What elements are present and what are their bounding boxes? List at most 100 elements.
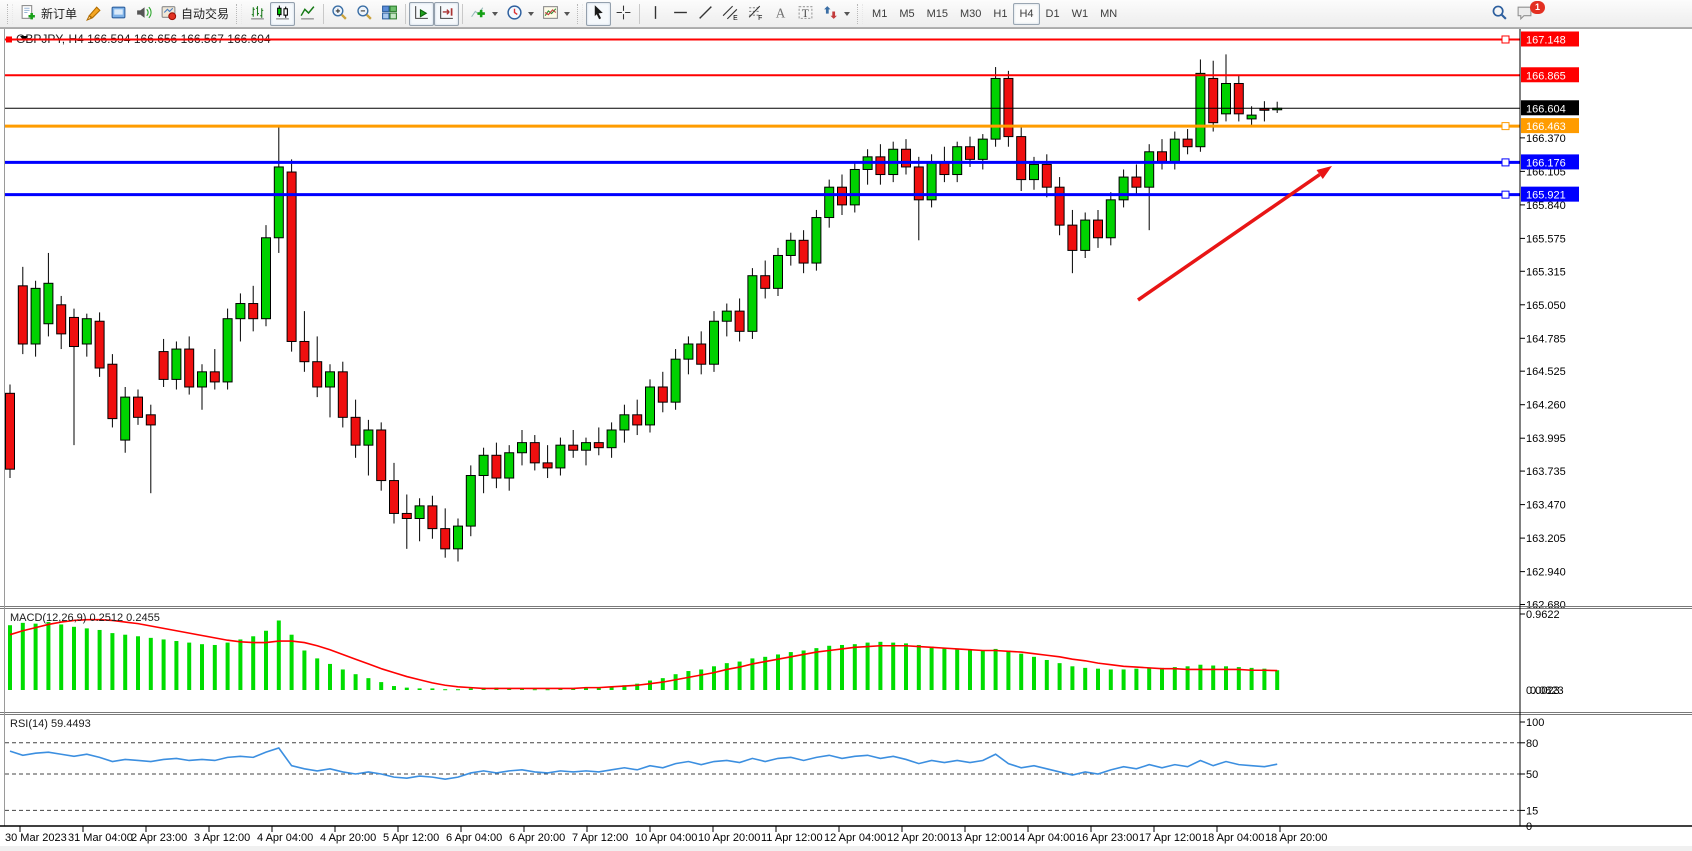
candle-up: [235, 303, 246, 320]
hline-right-handle[interactable]: [1501, 158, 1510, 167]
text-label-button[interactable]: T: [793, 2, 818, 26]
macd-histogram-bar: [532, 689, 537, 691]
templates-dropdown-caret[interactable]: [564, 11, 571, 16]
candle-down: [337, 371, 348, 418]
candle-down: [145, 414, 156, 426]
macd-histogram-bar: [1160, 667, 1164, 690]
crayon-button[interactable]: [81, 2, 106, 26]
macd-signal-line: [9, 618, 1278, 690]
price-chart[interactable]: 166.370166.105165.840165.575165.315165.0…: [0, 28, 1692, 851]
macd-histogram-bar: [622, 685, 627, 690]
hline-left-handle[interactable]: [6, 36, 12, 43]
macd-histogram-bar: [1083, 667, 1088, 690]
trendline-icon: [697, 4, 714, 24]
crosshair-button[interactable]: [611, 2, 636, 26]
macd-histogram-bar: [801, 650, 806, 690]
periods-dropdown-caret[interactable]: [528, 11, 535, 16]
macd-histogram-bar: [328, 663, 332, 690]
hline-right-handle[interactable]: [1501, 122, 1510, 131]
macd-histogram-bar: [1236, 667, 1241, 690]
candle-up: [1144, 151, 1155, 188]
indicators-dropdown-caret[interactable]: [492, 11, 499, 16]
trend-arrow[interactable]: [1137, 166, 1332, 302]
fibonacci-button[interactable]: F: [743, 2, 768, 26]
price-badge-label: 165.921: [1526, 190, 1566, 202]
macd-histogram-bar: [148, 637, 153, 690]
tab-timeframe-m1[interactable]: M1: [866, 3, 893, 25]
rsi-level-label: 80: [1526, 738, 1538, 750]
macd-histogram-bar: [72, 626, 76, 690]
line-chart-button[interactable]: [295, 2, 320, 26]
candle-down: [299, 340, 310, 363]
chart-shift-button[interactable]: [434, 1, 460, 26]
sound-button[interactable]: [131, 2, 156, 26]
equidistant-channel-button[interactable]: E: [718, 2, 743, 26]
macd-histogram-bar: [430, 688, 435, 690]
arrows-dropdown-caret[interactable]: [844, 11, 851, 16]
price-badge: [1521, 100, 1579, 116]
toolbar-separator: [462, 3, 464, 24]
candle-down: [901, 148, 911, 168]
trendline-button[interactable]: [693, 2, 718, 26]
horizontal-line-button[interactable]: [668, 2, 693, 26]
candle-down: [427, 505, 438, 530]
arrows-icon: [822, 4, 839, 24]
vertical-line-button[interactable]: [643, 2, 668, 26]
tab-timeframe-m5[interactable]: M5: [893, 3, 920, 25]
candle-down: [56, 304, 67, 335]
tab-timeframe-mn[interactable]: MN: [1094, 3, 1123, 25]
tab-timeframe-h1[interactable]: H1: [987, 3, 1013, 25]
candle-down: [248, 303, 259, 320]
candle-down: [491, 454, 502, 479]
auto-trading-button[interactable]: 自动交易: [156, 2, 233, 26]
candle-up: [581, 442, 591, 451]
macd-histogram-bar: [776, 654, 780, 690]
notifications-button[interactable]: 1: [1512, 1, 1556, 26]
tab-timeframe-w1[interactable]: W1: [1066, 3, 1095, 25]
macd-histogram-bar: [200, 644, 204, 690]
cursor-button[interactable]: [586, 1, 612, 26]
candle-up: [120, 396, 131, 441]
expert-window-button[interactable]: [106, 2, 131, 26]
macd-bottom-label-2: 0.0823: [1530, 685, 1564, 697]
macd-histogram-bar: [916, 644, 921, 690]
macd-histogram-bar: [686, 671, 691, 690]
candle-up: [81, 318, 92, 345]
tab-timeframe-m15[interactable]: M15: [921, 3, 954, 25]
macd-histogram-bar: [392, 686, 396, 690]
arrows-button[interactable]: [818, 2, 854, 26]
tile-windows-button[interactable]: [377, 2, 402, 26]
time-axis-label: 14 Apr 04:00: [1013, 832, 1075, 844]
hline-right-handle[interactable]: [1501, 35, 1510, 44]
bar-chart-button[interactable]: [245, 2, 270, 26]
candle-down: [1208, 77, 1219, 124]
zoom-out-button[interactable]: [352, 2, 377, 26]
candle-down: [542, 462, 553, 469]
periods-button[interactable]: [502, 2, 538, 26]
tab-timeframe-m30[interactable]: M30: [954, 3, 987, 25]
candle-down: [107, 363, 118, 420]
templates-button[interactable]: [538, 2, 574, 26]
search-button[interactable]: [1487, 2, 1512, 26]
candle-down: [1259, 108, 1270, 111]
candle-up: [363, 429, 374, 446]
tab-timeframe-h4[interactable]: H4: [1013, 2, 1040, 25]
indicators-button[interactable]: [466, 2, 502, 26]
macd-histogram-bar: [174, 641, 179, 690]
candle-up: [670, 358, 681, 403]
hline-right-handle[interactable]: [1501, 190, 1510, 199]
text-icon: A: [772, 4, 789, 24]
candle-down: [440, 528, 451, 550]
candlestick-chart-button[interactable]: [270, 1, 296, 26]
auto-trading-label: 自动交易: [181, 7, 230, 21]
macd-histogram-bar: [8, 625, 12, 690]
zoom-in-button[interactable]: [327, 2, 352, 26]
macd-histogram-bar: [712, 666, 716, 690]
rsi-level-label: 50: [1526, 769, 1538, 781]
new-order-button[interactable]: 新订单: [16, 2, 81, 26]
candle-down: [632, 414, 643, 426]
macd-histogram-bar: [750, 658, 755, 690]
auto-scroll-button[interactable]: [409, 1, 435, 26]
text-button[interactable]: A: [768, 2, 793, 26]
tab-timeframe-d1[interactable]: D1: [1040, 3, 1066, 25]
